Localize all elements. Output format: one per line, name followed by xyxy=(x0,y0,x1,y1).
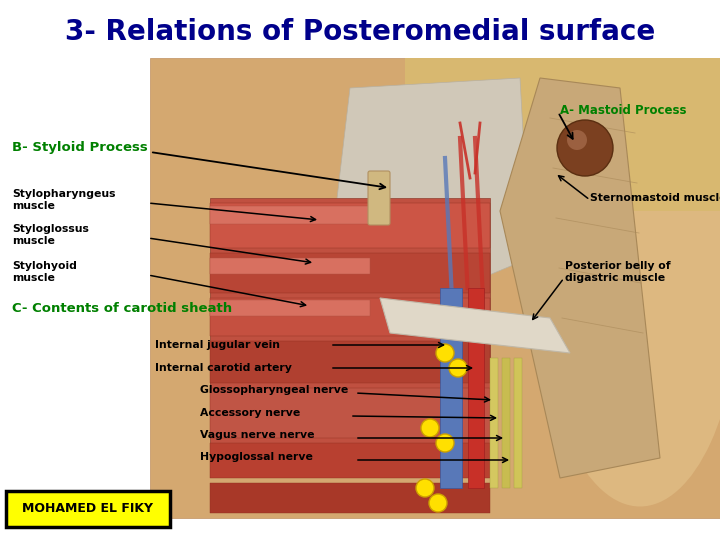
Circle shape xyxy=(421,419,439,437)
FancyBboxPatch shape xyxy=(468,288,484,488)
FancyBboxPatch shape xyxy=(210,388,490,438)
Circle shape xyxy=(567,130,587,150)
FancyBboxPatch shape xyxy=(440,288,462,488)
Text: Internal jugular vein: Internal jugular vein xyxy=(155,340,280,350)
Text: Vagus nerve nerve: Vagus nerve nerve xyxy=(200,430,315,440)
FancyBboxPatch shape xyxy=(514,358,522,488)
Text: Stylohyoid
muscle: Stylohyoid muscle xyxy=(12,261,77,283)
Ellipse shape xyxy=(540,70,720,507)
Text: Sternomastoid muscle: Sternomastoid muscle xyxy=(590,193,720,203)
FancyBboxPatch shape xyxy=(210,203,490,248)
FancyBboxPatch shape xyxy=(210,206,370,224)
Circle shape xyxy=(416,479,434,497)
Text: C- Contents of carotid sheath: C- Contents of carotid sheath xyxy=(12,301,232,314)
FancyBboxPatch shape xyxy=(210,253,490,293)
FancyBboxPatch shape xyxy=(405,58,720,211)
Text: 3- Relations of Posteromedial surface: 3- Relations of Posteromedial surface xyxy=(65,18,655,46)
Circle shape xyxy=(557,120,613,176)
FancyBboxPatch shape xyxy=(490,358,498,488)
Polygon shape xyxy=(380,298,570,353)
FancyBboxPatch shape xyxy=(368,171,390,225)
Text: Accessory nerve: Accessory nerve xyxy=(200,408,300,418)
Text: B- Styloid Process: B- Styloid Process xyxy=(12,141,148,154)
FancyBboxPatch shape xyxy=(150,58,720,518)
Circle shape xyxy=(429,494,447,512)
FancyBboxPatch shape xyxy=(210,300,370,316)
FancyBboxPatch shape xyxy=(210,258,370,274)
Circle shape xyxy=(436,434,454,452)
FancyBboxPatch shape xyxy=(210,483,490,513)
Text: Posterior belly of
digastric muscle: Posterior belly of digastric muscle xyxy=(565,261,670,283)
Polygon shape xyxy=(330,78,530,308)
FancyBboxPatch shape xyxy=(210,298,490,336)
Circle shape xyxy=(449,359,467,377)
Text: A- Mastoid Process: A- Mastoid Process xyxy=(560,104,686,117)
Text: Styloglossus
muscle: Styloglossus muscle xyxy=(12,224,89,246)
FancyBboxPatch shape xyxy=(210,341,490,383)
Circle shape xyxy=(436,344,454,362)
FancyBboxPatch shape xyxy=(210,198,490,458)
FancyBboxPatch shape xyxy=(502,358,510,488)
Text: Hypoglossal nerve: Hypoglossal nerve xyxy=(200,452,313,462)
FancyBboxPatch shape xyxy=(210,443,490,478)
FancyBboxPatch shape xyxy=(6,491,170,527)
Text: Stylopharyngeus
muscle: Stylopharyngeus muscle xyxy=(12,189,115,211)
Text: MOHAMED EL FIKY: MOHAMED EL FIKY xyxy=(22,503,153,516)
Text: Internal carotid artery: Internal carotid artery xyxy=(155,363,292,373)
Text: Glossopharyngeal nerve: Glossopharyngeal nerve xyxy=(200,385,348,395)
Polygon shape xyxy=(500,78,660,478)
